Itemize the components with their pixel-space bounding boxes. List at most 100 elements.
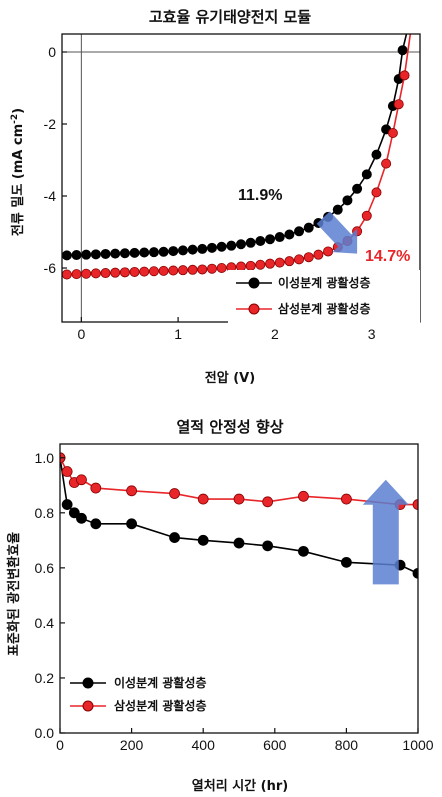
data-point <box>139 247 150 258</box>
data-point <box>81 268 92 279</box>
x-tick-label: 3 <box>368 326 376 342</box>
data-point <box>262 496 274 508</box>
data-point <box>197 493 209 505</box>
data-point <box>197 264 208 275</box>
data-point <box>262 540 274 552</box>
legend-marker-binary <box>248 277 260 289</box>
data-point <box>81 249 92 260</box>
data-point <box>71 269 82 280</box>
data-point <box>323 246 334 257</box>
y-tick-label: 0.4 <box>35 615 55 631</box>
data-point <box>61 499 73 510</box>
data-point <box>197 534 209 546</box>
data-point <box>233 493 245 505</box>
data-point <box>62 250 72 261</box>
data-point <box>129 247 140 258</box>
data-point <box>303 252 314 263</box>
data-point <box>110 248 121 259</box>
data-point <box>148 247 159 258</box>
jv-chart-title: 고효율 유기태양전지 모듈 <box>149 8 311 26</box>
efficiency-label-binary: 11.9% <box>238 187 282 204</box>
data-point <box>332 204 343 215</box>
data-point <box>361 210 372 221</box>
legend-label-ternary-2: 삼성분계 광활성층 <box>114 698 207 713</box>
x-tick-label: 1000 <box>402 737 433 753</box>
stability-y-axis-label: 표준화된 광전변환효율 <box>6 532 22 656</box>
data-point <box>303 222 314 233</box>
data-point <box>284 229 295 240</box>
data-point <box>235 261 246 272</box>
x-tick-label: 600 <box>263 737 287 753</box>
data-point <box>187 244 198 255</box>
data-point <box>294 226 305 237</box>
data-point <box>274 232 285 243</box>
stability-chart: 열적 안정성 향상 0 200 400 600 800 1000 0.0 0.2 0.4 0.6 0… <box>6 418 434 794</box>
data-point <box>90 482 102 494</box>
data-point <box>371 149 382 160</box>
data-point <box>119 267 130 278</box>
data-point <box>245 260 256 271</box>
data-point <box>148 266 159 277</box>
x-tick-label: 0 <box>77 326 85 342</box>
y-tick-label: -6 <box>44 260 57 276</box>
x-tick-label: 0 <box>56 737 64 753</box>
data-point <box>168 246 179 257</box>
x-tick-label: 400 <box>192 737 216 753</box>
data-point <box>126 485 138 497</box>
y-tick-label: 1.0 <box>35 450 55 466</box>
legend-marker-ternary <box>248 303 260 315</box>
data-point <box>76 474 87 486</box>
data-point <box>294 254 305 265</box>
data-point <box>187 264 198 275</box>
data-point <box>110 267 121 278</box>
data-point <box>90 518 102 530</box>
y-tick-label: 0 <box>48 44 56 60</box>
data-point <box>342 195 353 206</box>
data-point <box>71 250 82 261</box>
data-point <box>265 234 276 245</box>
data-point <box>177 245 188 256</box>
legend-marker-ternary-2 <box>82 700 94 712</box>
data-point <box>100 268 111 279</box>
x-tick-label: 200 <box>120 737 144 753</box>
y-tick-label: -2 <box>44 116 57 132</box>
data-point <box>233 537 245 549</box>
x-tick-label: 800 <box>335 737 359 753</box>
data-point <box>412 567 418 579</box>
jv-y-axis-label: 전류 밀도 (mA cm-2) <box>10 108 26 236</box>
data-point <box>361 169 372 180</box>
improvement-arrow <box>316 211 358 254</box>
data-point <box>397 45 408 56</box>
y-tick-label: -4 <box>44 188 57 204</box>
data-point <box>255 259 266 270</box>
data-point <box>168 265 179 276</box>
data-point <box>216 241 227 252</box>
data-point <box>298 490 309 502</box>
y-tick-label: 0.2 <box>35 670 55 686</box>
stability-plot-frame <box>59 443 419 734</box>
data-point <box>90 249 101 260</box>
improvement-arrow <box>362 479 409 585</box>
data-point <box>177 265 188 276</box>
stability-legend: 이성분계 광활성층 삼성분계 광활성층 <box>70 675 207 713</box>
series-line-1 <box>66 34 412 276</box>
data-point <box>61 466 73 477</box>
data-point <box>412 499 418 510</box>
data-point <box>158 246 169 257</box>
legend-label-binary-2: 이성분계 광활성층 <box>114 675 207 690</box>
data-point <box>387 127 398 138</box>
data-point <box>197 243 208 254</box>
data-point <box>90 268 101 279</box>
jv-chart: 고효율 유기태양전지 모듈 0 1 2 3 0 -2 -4 -6 전압 (V) 전류 밀도 (… <box>10 8 421 386</box>
x-tick-label: 1 <box>174 326 182 342</box>
data-point <box>274 257 285 268</box>
data-point <box>158 265 169 276</box>
legend-label-binary: 이성분계 광활성층 <box>278 275 371 290</box>
data-point <box>298 545 309 557</box>
data-point <box>129 266 140 277</box>
data-point <box>399 70 410 81</box>
data-point <box>169 532 180 543</box>
data-point <box>245 237 256 248</box>
y-tick-label: 0.8 <box>35 505 55 521</box>
data-point <box>235 239 246 250</box>
